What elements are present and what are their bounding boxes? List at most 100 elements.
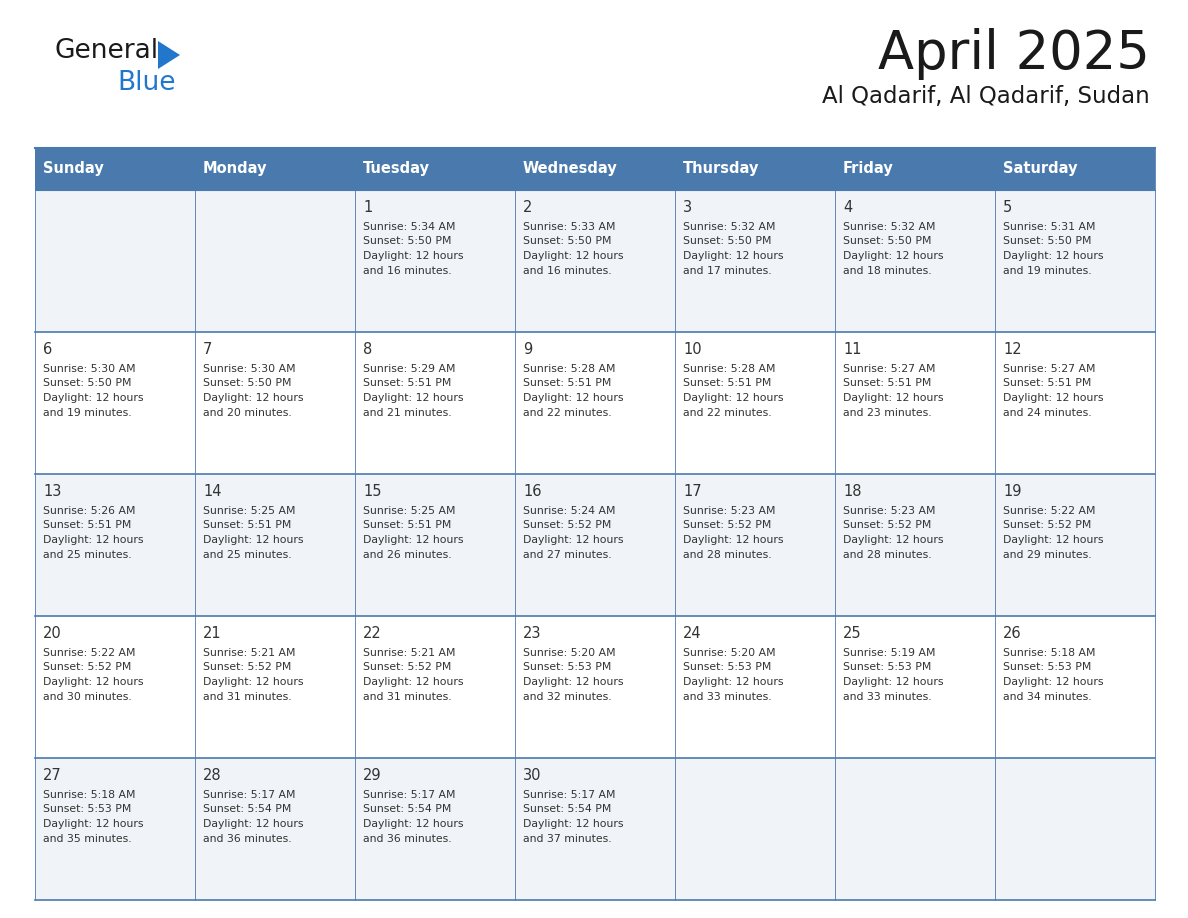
Text: Friday: Friday bbox=[843, 162, 893, 176]
Bar bbox=[34, 190, 195, 332]
Text: Sunset: 5:52 PM: Sunset: 5:52 PM bbox=[1003, 521, 1092, 531]
Text: Thursday: Thursday bbox=[683, 162, 759, 176]
Text: and 26 minutes.: and 26 minutes. bbox=[364, 550, 451, 559]
Text: Daylight: 12 hours: Daylight: 12 hours bbox=[43, 677, 144, 687]
Text: Sunset: 5:52 PM: Sunset: 5:52 PM bbox=[364, 663, 451, 673]
Text: Daylight: 12 hours: Daylight: 12 hours bbox=[364, 535, 463, 545]
Text: Daylight: 12 hours: Daylight: 12 hours bbox=[203, 819, 303, 829]
Text: and 17 minutes.: and 17 minutes. bbox=[683, 265, 772, 275]
Text: and 31 minutes.: and 31 minutes. bbox=[203, 691, 291, 701]
Text: 26: 26 bbox=[1003, 626, 1022, 641]
Text: and 22 minutes.: and 22 minutes. bbox=[523, 408, 612, 418]
Text: 30: 30 bbox=[523, 768, 542, 783]
Text: Sunset: 5:51 PM: Sunset: 5:51 PM bbox=[1003, 378, 1092, 388]
Text: Sunrise: 5:27 AM: Sunrise: 5:27 AM bbox=[843, 364, 935, 374]
Bar bbox=[516, 190, 675, 332]
Text: Sunrise: 5:18 AM: Sunrise: 5:18 AM bbox=[1003, 648, 1095, 658]
Text: 7: 7 bbox=[203, 342, 213, 357]
Bar bbox=[516, 332, 675, 474]
Text: and 25 minutes.: and 25 minutes. bbox=[43, 550, 132, 559]
Text: Sunrise: 5:25 AM: Sunrise: 5:25 AM bbox=[203, 506, 296, 516]
Text: Wednesday: Wednesday bbox=[523, 162, 618, 176]
Text: Daylight: 12 hours: Daylight: 12 hours bbox=[1003, 535, 1104, 545]
Text: 3: 3 bbox=[683, 200, 693, 215]
Text: 24: 24 bbox=[683, 626, 702, 641]
Text: Sunrise: 5:31 AM: Sunrise: 5:31 AM bbox=[1003, 222, 1095, 232]
Text: 16: 16 bbox=[523, 484, 542, 499]
Text: Sunrise: 5:18 AM: Sunrise: 5:18 AM bbox=[43, 790, 135, 800]
Text: and 36 minutes.: and 36 minutes. bbox=[203, 834, 291, 844]
Bar bbox=[996, 332, 1155, 474]
Bar bbox=[996, 148, 1155, 190]
Text: Daylight: 12 hours: Daylight: 12 hours bbox=[523, 393, 624, 403]
Text: 10: 10 bbox=[683, 342, 702, 357]
Text: Sunrise: 5:30 AM: Sunrise: 5:30 AM bbox=[43, 364, 135, 374]
Text: Sunset: 5:52 PM: Sunset: 5:52 PM bbox=[43, 663, 132, 673]
Text: Sunrise: 5:20 AM: Sunrise: 5:20 AM bbox=[523, 648, 615, 658]
Bar bbox=[516, 758, 675, 900]
Text: Sunset: 5:51 PM: Sunset: 5:51 PM bbox=[843, 378, 931, 388]
Text: and 32 minutes.: and 32 minutes. bbox=[523, 691, 612, 701]
Text: Daylight: 12 hours: Daylight: 12 hours bbox=[843, 677, 943, 687]
Text: Sunset: 5:50 PM: Sunset: 5:50 PM bbox=[683, 237, 771, 247]
Text: Blue: Blue bbox=[116, 70, 176, 96]
Text: Al Qadarif, Al Qadarif, Sudan: Al Qadarif, Al Qadarif, Sudan bbox=[822, 85, 1150, 108]
Bar bbox=[355, 148, 516, 190]
Bar bbox=[996, 474, 1155, 616]
Text: Sunrise: 5:22 AM: Sunrise: 5:22 AM bbox=[1003, 506, 1095, 516]
Text: Sunset: 5:51 PM: Sunset: 5:51 PM bbox=[203, 521, 291, 531]
Text: Daylight: 12 hours: Daylight: 12 hours bbox=[683, 393, 784, 403]
Text: 15: 15 bbox=[364, 484, 381, 499]
Text: and 20 minutes.: and 20 minutes. bbox=[203, 408, 292, 418]
Bar bbox=[675, 758, 835, 900]
Text: and 30 minutes.: and 30 minutes. bbox=[43, 691, 132, 701]
Text: Sunrise: 5:29 AM: Sunrise: 5:29 AM bbox=[364, 364, 455, 374]
Bar bbox=[355, 474, 516, 616]
Text: Sunset: 5:53 PM: Sunset: 5:53 PM bbox=[843, 663, 931, 673]
Text: 5: 5 bbox=[1003, 200, 1012, 215]
Text: Sunset: 5:50 PM: Sunset: 5:50 PM bbox=[1003, 237, 1092, 247]
Bar bbox=[195, 616, 355, 758]
Text: Sunset: 5:53 PM: Sunset: 5:53 PM bbox=[683, 663, 771, 673]
Text: 2: 2 bbox=[523, 200, 532, 215]
Text: 9: 9 bbox=[523, 342, 532, 357]
Bar bbox=[355, 758, 516, 900]
Text: Sunrise: 5:17 AM: Sunrise: 5:17 AM bbox=[364, 790, 455, 800]
Text: 1: 1 bbox=[364, 200, 372, 215]
Text: Daylight: 12 hours: Daylight: 12 hours bbox=[1003, 251, 1104, 261]
Text: Daylight: 12 hours: Daylight: 12 hours bbox=[523, 677, 624, 687]
Text: 12: 12 bbox=[1003, 342, 1022, 357]
Text: Daylight: 12 hours: Daylight: 12 hours bbox=[683, 251, 784, 261]
Bar bbox=[996, 616, 1155, 758]
Bar bbox=[34, 332, 195, 474]
Text: Daylight: 12 hours: Daylight: 12 hours bbox=[683, 677, 784, 687]
Text: Sunset: 5:52 PM: Sunset: 5:52 PM bbox=[523, 521, 612, 531]
Text: Daylight: 12 hours: Daylight: 12 hours bbox=[43, 535, 144, 545]
Bar bbox=[195, 474, 355, 616]
Text: and 16 minutes.: and 16 minutes. bbox=[364, 265, 451, 275]
Bar bbox=[835, 474, 996, 616]
Bar bbox=[355, 190, 516, 332]
Bar bbox=[835, 616, 996, 758]
Text: Sunset: 5:51 PM: Sunset: 5:51 PM bbox=[523, 378, 612, 388]
Bar bbox=[835, 148, 996, 190]
Text: Sunset: 5:50 PM: Sunset: 5:50 PM bbox=[203, 378, 291, 388]
Text: and 31 minutes.: and 31 minutes. bbox=[364, 691, 451, 701]
Text: Sunset: 5:50 PM: Sunset: 5:50 PM bbox=[843, 237, 931, 247]
Text: Sunset: 5:52 PM: Sunset: 5:52 PM bbox=[843, 521, 931, 531]
Bar bbox=[195, 758, 355, 900]
Text: Daylight: 12 hours: Daylight: 12 hours bbox=[43, 819, 144, 829]
Text: Daylight: 12 hours: Daylight: 12 hours bbox=[203, 535, 303, 545]
Text: General: General bbox=[55, 38, 159, 64]
Text: Sunset: 5:51 PM: Sunset: 5:51 PM bbox=[43, 521, 132, 531]
Text: Daylight: 12 hours: Daylight: 12 hours bbox=[843, 393, 943, 403]
Bar bbox=[996, 190, 1155, 332]
Bar bbox=[675, 616, 835, 758]
Bar bbox=[835, 332, 996, 474]
Text: Sunrise: 5:32 AM: Sunrise: 5:32 AM bbox=[683, 222, 776, 232]
Text: Sunrise: 5:17 AM: Sunrise: 5:17 AM bbox=[523, 790, 615, 800]
Text: 28: 28 bbox=[203, 768, 222, 783]
Bar bbox=[516, 616, 675, 758]
Text: Sunset: 5:53 PM: Sunset: 5:53 PM bbox=[523, 663, 612, 673]
Text: and 27 minutes.: and 27 minutes. bbox=[523, 550, 612, 559]
